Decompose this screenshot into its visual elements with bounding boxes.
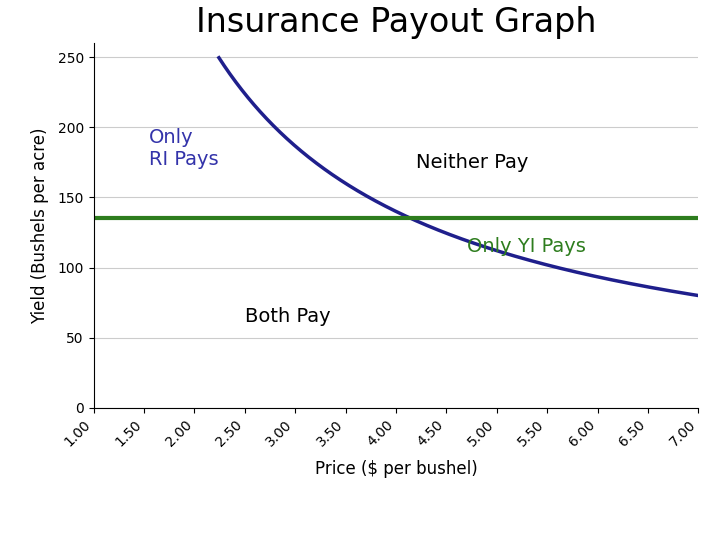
Text: Both Pay: Both Pay [245, 307, 330, 326]
Text: Neither Pay: Neither Pay [416, 153, 528, 172]
Text: Only YI Pays: Only YI Pays [467, 237, 585, 256]
Y-axis label: Yield (Bushels per acre): Yield (Bushels per acre) [31, 127, 49, 323]
Title: Insurance Payout Graph: Insurance Payout Graph [196, 6, 596, 39]
Text: Iowa State University: Iowa State University [18, 488, 234, 505]
Text: Only
RI Pays: Only RI Pays [149, 128, 219, 169]
X-axis label: Price ($ per bushel): Price ($ per bushel) [315, 460, 477, 478]
Text: Econ 338C, Spring 2009: Econ 338C, Spring 2009 [18, 516, 169, 529]
